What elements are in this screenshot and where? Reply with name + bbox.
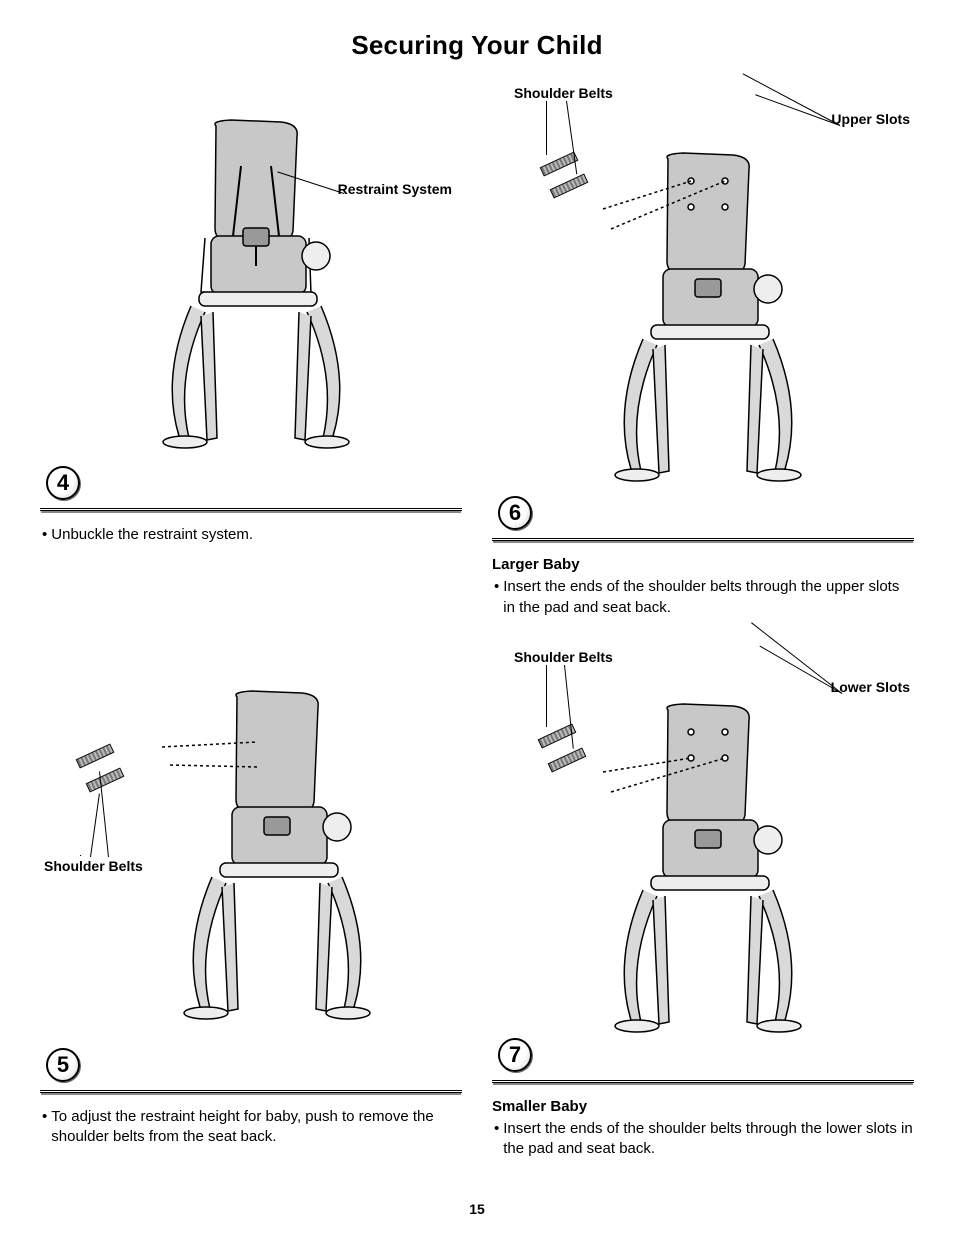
highchair-illustration xyxy=(573,149,833,489)
callout-line xyxy=(751,622,842,694)
caption-6: Larger Baby • Insert the ends of the sho… xyxy=(492,555,914,618)
label-shoulder-belts-7: Shoulder Belts xyxy=(514,649,613,665)
label-restraint-system: Restraint System xyxy=(338,181,452,197)
page-title: Securing Your Child xyxy=(40,30,914,61)
highchair-svg xyxy=(121,116,381,456)
callout-line xyxy=(755,94,840,126)
highchair-illustration xyxy=(142,687,402,1027)
callout-line xyxy=(546,665,547,727)
panel-5: Shoulder Belts 5 • To adjust the restrai… xyxy=(40,643,462,1160)
label-upper-slots: Upper Slots xyxy=(831,111,910,127)
bullet-icon: • xyxy=(42,1107,47,1148)
panel-6: Shoulder Belts Upper Slots 6 Larger Baby… xyxy=(492,81,914,618)
shoulder-belt-icon xyxy=(76,743,115,768)
label-shoulder-belts-6: Shoulder Belts xyxy=(514,85,613,101)
caption-6-heading: Larger Baby xyxy=(492,555,914,575)
step-number-6: 6 xyxy=(498,496,532,530)
highchair-svg xyxy=(573,149,833,489)
caption-5: • To adjust the restraint height for bab… xyxy=(40,1107,462,1148)
figure-4: Restraint System 4 xyxy=(40,81,462,511)
caption-7: Smaller Baby • Insert the ends of the sh… xyxy=(492,1097,914,1160)
caption-4: • Unbuckle the restraint system. xyxy=(40,525,462,545)
caption-7-text: Insert the ends of the shoulder belts th… xyxy=(503,1119,914,1160)
callout-line xyxy=(80,855,81,856)
highchair-illustration xyxy=(121,116,381,456)
bullet-icon: • xyxy=(494,577,499,618)
label-shoulder-belts-5: Shoulder Belts xyxy=(44,858,143,874)
highchair-svg xyxy=(142,687,402,1027)
caption-6-text: Insert the ends of the shoulder belts th… xyxy=(503,577,914,618)
callout-line xyxy=(743,73,841,126)
shoulder-belt-icon xyxy=(86,767,125,792)
callout-line xyxy=(90,793,100,857)
step-number-5: 5 xyxy=(46,1048,80,1082)
highchair-svg xyxy=(573,700,833,1040)
panel-7: Shoulder Belts Lower Slots 7 Smaller Bab… xyxy=(492,643,914,1160)
callout-line xyxy=(759,645,842,693)
caption-7-heading: Smaller Baby xyxy=(492,1097,914,1117)
step-number-4: 4 xyxy=(46,466,80,500)
caption-4-text: Unbuckle the restraint system. xyxy=(51,525,462,545)
bullet-icon: • xyxy=(494,1119,499,1160)
callout-line xyxy=(546,101,547,155)
highchair-illustration xyxy=(573,700,833,1040)
figure-5: Shoulder Belts 5 xyxy=(40,643,462,1093)
panel-4: Restraint System 4 • Unbuckle the restra… xyxy=(40,81,462,618)
panel-grid: Restraint System 4 • Unbuckle the restra… xyxy=(40,81,914,1160)
page-number: 15 xyxy=(0,1201,954,1217)
caption-5-text: To adjust the restraint height for baby,… xyxy=(51,1107,462,1148)
figure-7: Shoulder Belts Lower Slots 7 xyxy=(492,643,914,1083)
figure-6: Shoulder Belts Upper Slots 6 xyxy=(492,81,914,541)
step-number-7: 7 xyxy=(498,1038,532,1072)
bullet-icon: • xyxy=(42,525,47,545)
